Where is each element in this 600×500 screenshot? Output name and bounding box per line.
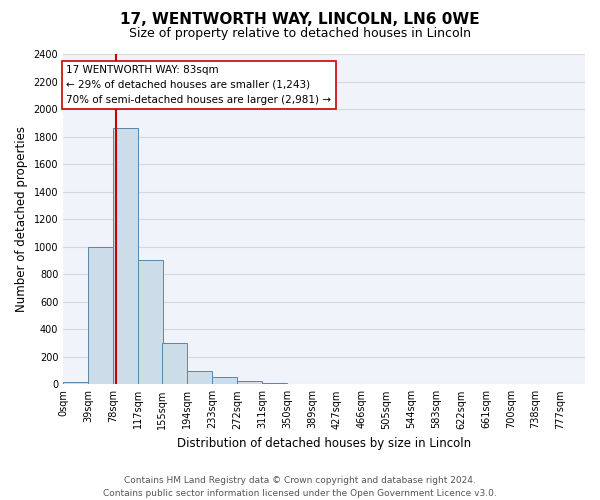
Bar	[187, 370, 212, 384]
Bar	[262, 383, 287, 384]
Bar	[138, 260, 163, 384]
Text: Contains HM Land Registry data © Crown copyright and database right 2024.
Contai: Contains HM Land Registry data © Crown c…	[103, 476, 497, 498]
Bar	[237, 381, 262, 384]
Bar	[88, 246, 113, 384]
Bar	[113, 128, 138, 384]
X-axis label: Distribution of detached houses by size in Lincoln: Distribution of detached houses by size …	[177, 437, 471, 450]
Y-axis label: Number of detached properties: Number of detached properties	[15, 126, 28, 312]
Bar	[64, 382, 88, 384]
Bar	[163, 343, 187, 384]
Bar	[212, 378, 237, 384]
Text: 17, WENTWORTH WAY, LINCOLN, LN6 0WE: 17, WENTWORTH WAY, LINCOLN, LN6 0WE	[120, 12, 480, 28]
Text: Size of property relative to detached houses in Lincoln: Size of property relative to detached ho…	[129, 28, 471, 40]
Text: 17 WENTWORTH WAY: 83sqm
← 29% of detached houses are smaller (1,243)
70% of semi: 17 WENTWORTH WAY: 83sqm ← 29% of detache…	[67, 65, 331, 104]
